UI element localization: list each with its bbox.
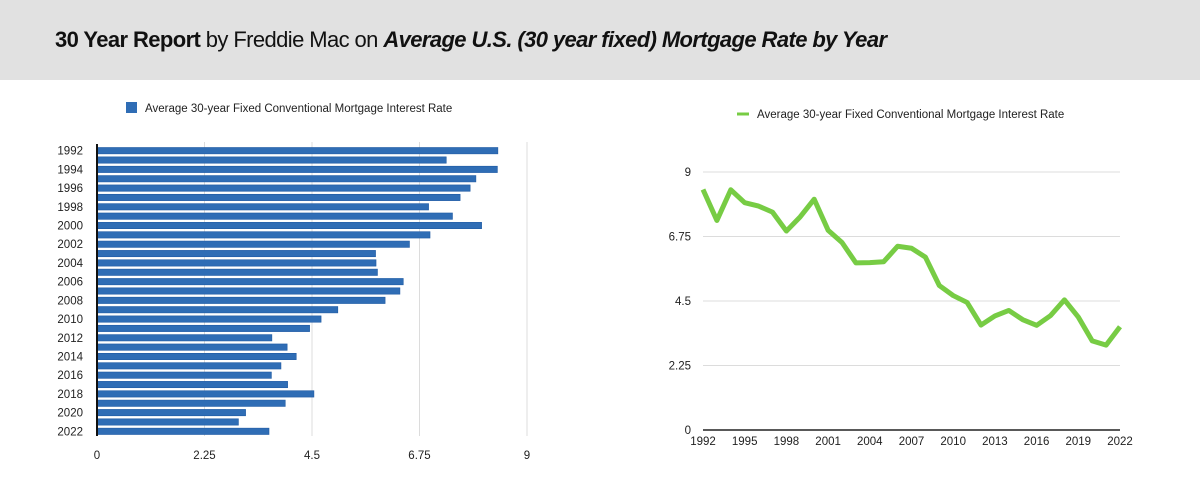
line-series-path: [700, 187, 1122, 348]
title-bold: 30 Year Report: [55, 27, 201, 52]
bar-2008: [96, 296, 386, 304]
bar-2017: [96, 381, 288, 389]
bar-2016: [96, 371, 272, 379]
bar-legend-label: Average 30-year Fixed Conventional Mortg…: [145, 103, 452, 115]
bar-2005: [96, 268, 378, 276]
bar-2000: [96, 222, 482, 229]
bar-1995: [96, 175, 477, 183]
bar-y-tick-label: 2008: [57, 295, 83, 307]
bar-y-tick-label: 2022: [57, 426, 83, 438]
bar-y-tick-label: 2002: [57, 239, 83, 251]
line-x-tick-label: 2004: [857, 436, 883, 448]
bar-2018: [96, 390, 315, 398]
bar-2022: [96, 427, 270, 435]
bar-x-tick-label: 6.75: [408, 450, 430, 462]
bar-2004: [96, 259, 377, 267]
bar-2015: [96, 362, 282, 370]
line-y-tick-label: 0: [685, 425, 691, 437]
report-header: 30 Year Report by Freddie Mac on Average…: [0, 0, 1200, 80]
line-x-tick-label: 2016: [1024, 436, 1050, 448]
bar-2009: [96, 306, 339, 314]
bar-x-tick-label: 0: [94, 450, 100, 462]
title-italic: Average U.S. (30 year fixed) Mortgage Ra…: [383, 27, 887, 52]
line-x-tick-label: 1992: [690, 436, 716, 448]
bar-1996: [96, 184, 471, 192]
bar-y-tick-label: 2014: [57, 351, 83, 363]
bar-1993: [96, 156, 447, 164]
bar-y-tick-label: 1992: [57, 146, 83, 158]
bar-y-tick-label: 1998: [57, 202, 83, 214]
bar-2021: [96, 418, 239, 426]
line-y-tick-label: 6.75: [669, 232, 691, 244]
bar-x-tick-label: 2.25: [193, 450, 215, 462]
bar-2001: [96, 231, 431, 239]
line-chart: Average 30-year Fixed Conventional Mortg…: [669, 109, 1133, 448]
bar-y-tick-label: 2004: [57, 258, 83, 270]
bar-2013: [96, 343, 288, 351]
bar-y-tick-label: 2012: [57, 333, 83, 345]
bar-1992: [96, 147, 499, 155]
bar-chart: Average 30-year Fixed Conventional Mortg…: [57, 102, 530, 462]
bar-2014: [96, 353, 297, 360]
line-x-tick-label: 2013: [982, 436, 1008, 448]
bar-legend: Average 30-year Fixed Conventional Mortg…: [126, 102, 452, 115]
bar-2010: [96, 315, 322, 323]
bar-x-tick-label: 4.5: [304, 450, 320, 462]
line-x-tick-label: 1995: [732, 436, 758, 448]
line-x-tick-label: 1998: [774, 436, 800, 448]
line-x-tick-label: 2007: [899, 436, 925, 448]
line-x-tick-label: 2019: [1066, 436, 1092, 448]
bar-2007: [96, 287, 401, 295]
bar-y-tick-label: 1994: [57, 164, 83, 176]
bar-2020: [96, 409, 246, 417]
bar-2019: [96, 399, 286, 407]
bar-1994: [96, 165, 498, 173]
bar-1999: [96, 212, 453, 220]
bar-y-tick-label: 1996: [57, 183, 83, 195]
line-legend-label: Average 30-year Fixed Conventional Mortg…: [757, 109, 1064, 121]
bar-x-tick-label: 9: [524, 450, 530, 462]
bar-y-tick-label: 2006: [57, 277, 83, 289]
line-y-tick-label: 4.5: [675, 296, 691, 308]
bar-1998: [96, 203, 429, 211]
line-x-tick-label: 2010: [940, 436, 966, 448]
bar-y-tick-label: 2000: [57, 221, 83, 233]
bar-1997: [96, 193, 461, 201]
bar-y-tick-label: 2010: [57, 314, 83, 326]
bar-2011: [96, 324, 310, 332]
line-y-tick-label: 9: [685, 167, 691, 179]
bar-2012: [96, 334, 273, 342]
bar-2002: [96, 240, 410, 248]
bar-y-tick-label: 2018: [57, 389, 83, 401]
bar-y-tick-label: 2016: [57, 370, 83, 382]
line-legend: Average 30-year Fixed Conventional Mortg…: [737, 109, 1064, 121]
line-y-tick-label: 2.25: [669, 361, 691, 373]
line-x-tick-label: 2001: [815, 436, 841, 448]
bar-2006: [96, 278, 404, 286]
bar-2003: [96, 250, 376, 258]
bar-legend-swatch: [126, 102, 137, 113]
bar-y-tick-label: 2020: [57, 408, 83, 420]
line-x-tick-label: 2022: [1107, 436, 1133, 448]
report-title: 30 Year Report by Freddie Mac on Average…: [55, 27, 887, 53]
title-mid: by Freddie Mac on: [200, 27, 384, 52]
